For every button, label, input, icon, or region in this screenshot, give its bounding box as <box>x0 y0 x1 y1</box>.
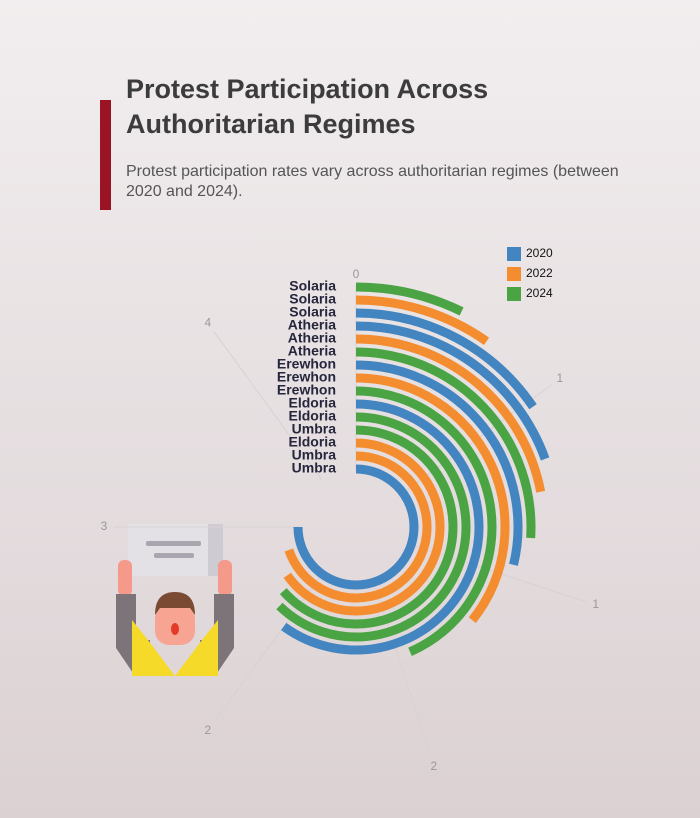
grid-line <box>213 573 323 724</box>
angular-tick-label: 2 <box>431 759 438 773</box>
radial-bar <box>283 438 445 616</box>
radial-bar <box>355 360 523 566</box>
category-label: Erewhon <box>277 382 336 398</box>
category-label: Eldoria <box>289 395 337 411</box>
radial-bar <box>355 347 536 539</box>
category-label: Eldoria <box>289 408 337 424</box>
angular-tick-label: 1 <box>592 597 599 611</box>
radial-bar <box>355 295 490 345</box>
grid-line <box>373 582 432 758</box>
legend-swatch <box>507 287 521 301</box>
category-label: Solaria <box>289 291 336 307</box>
category-label: Solaria <box>289 304 336 320</box>
legend-swatch <box>507 267 521 281</box>
protester-illustration <box>116 524 234 676</box>
radial-bar <box>293 464 419 590</box>
legend-swatch <box>507 247 521 261</box>
radial-bar <box>281 399 484 655</box>
chart-title: Protest Participation Across Authoritari… <box>126 74 489 139</box>
category-label: Atheria <box>288 330 336 346</box>
radial-bar <box>355 321 550 461</box>
legend-label: 2024 <box>526 286 553 300</box>
radial-bar <box>276 412 471 642</box>
angular-tick-label: 2 <box>205 723 212 737</box>
radial-bar <box>355 308 537 410</box>
category-label: Atheria <box>288 317 336 333</box>
legend-label: 2022 <box>526 266 553 280</box>
category-label: Eldoria <box>289 434 337 450</box>
radial-bar <box>279 425 458 629</box>
category-label: Erewhon <box>277 369 336 385</box>
legend-label: 2020 <box>526 246 553 260</box>
grid-line <box>213 330 323 481</box>
category-label: Umbra <box>292 460 337 476</box>
radial-bar <box>355 386 497 656</box>
accent-bar <box>100 100 111 210</box>
category-label: Umbra <box>292 447 337 463</box>
angular-tick-label: 1 <box>557 371 564 385</box>
chart-subtitle: Protest participation rates vary across … <box>126 163 619 200</box>
radial-bar <box>355 334 546 493</box>
category-label: Solaria <box>289 278 336 294</box>
radial-bar <box>284 451 432 603</box>
radial-bar <box>355 373 510 623</box>
category-label: Umbra <box>292 421 337 437</box>
radial-bar <box>355 282 464 316</box>
category-label: Atheria <box>288 343 336 359</box>
angular-tick-label: 0 <box>353 267 360 281</box>
category-label: Erewhon <box>277 356 336 372</box>
angular-tick-label: 4 <box>205 315 212 329</box>
angular-tick-label: 3 <box>101 519 108 533</box>
